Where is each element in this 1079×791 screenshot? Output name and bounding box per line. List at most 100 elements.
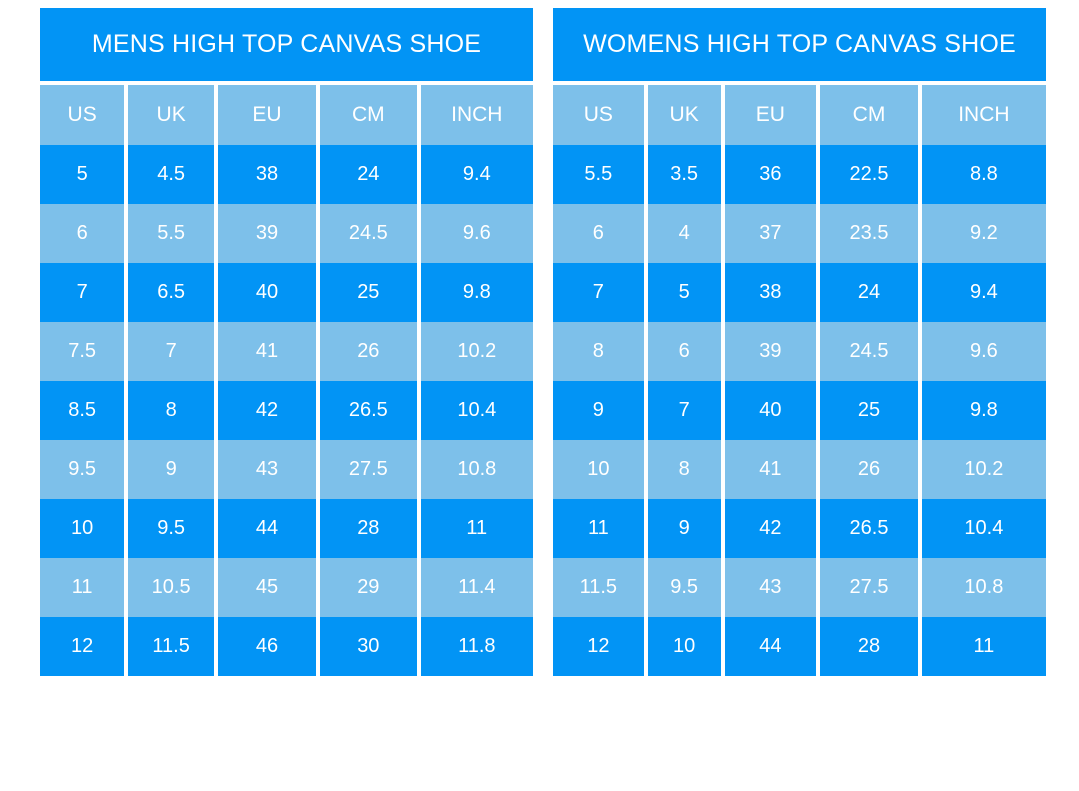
table-row: 6 4 37 23.5 9.2 [553, 204, 1046, 263]
size-cell: 5 [645, 263, 725, 322]
size-cell: 4 [645, 204, 725, 263]
size-cell: 8 [553, 322, 648, 381]
size-cell: 43 [722, 558, 821, 617]
size-cell: 5 [40, 145, 129, 204]
size-cell: 5.5 [126, 204, 218, 263]
header-row: US UK EU CM INCH [40, 85, 533, 145]
size-cell: 10.2 [418, 322, 533, 381]
size-cell: 42 [722, 499, 821, 558]
size-cell: 6 [40, 204, 129, 263]
column-header-us: US [40, 85, 129, 145]
column-header-inch: INCH [919, 85, 1046, 145]
size-cell: 7.5 [40, 322, 129, 381]
size-cell: 41 [215, 322, 321, 381]
size-cell: 10.8 [418, 440, 533, 499]
table-row: 10 8 41 26 10.2 [553, 440, 1046, 499]
size-cell: 22.5 [818, 145, 922, 204]
size-cell: 9.8 [418, 263, 533, 322]
size-cell: 9.5 [40, 440, 129, 499]
size-cell: 9.5 [645, 558, 725, 617]
size-cell: 26.5 [818, 499, 922, 558]
size-cell: 24.5 [818, 322, 922, 381]
size-cell: 27.5 [818, 558, 922, 617]
table-row: 8.5 8 42 26.5 10.4 [40, 381, 533, 440]
size-cell: 28 [318, 499, 421, 558]
column-header-eu: EU [215, 85, 321, 145]
size-cell: 7 [553, 263, 648, 322]
header-row: US UK EU CM INCH [553, 85, 1046, 145]
size-cell: 40 [215, 263, 321, 322]
table-row: 6 5.5 39 24.5 9.6 [40, 204, 533, 263]
table-row: 11.5 9.5 43 27.5 10.8 [553, 558, 1046, 617]
size-cell: 4.5 [126, 145, 218, 204]
column-header-cm: CM [318, 85, 421, 145]
size-cell: 11 [553, 499, 648, 558]
table-row: 7.5 7 41 26 10.2 [40, 322, 533, 381]
size-cell: 11.5 [126, 617, 218, 676]
size-cell: 6 [553, 204, 648, 263]
size-cell: 9.4 [418, 145, 533, 204]
size-cell: 11 [40, 558, 129, 617]
size-cell: 24 [318, 145, 421, 204]
size-cell: 8 [645, 440, 725, 499]
size-cell: 10.2 [919, 440, 1046, 499]
size-cell: 3.5 [645, 145, 725, 204]
mens-size-chart: MENS HIGH TOP CANVAS SHOE US UK EU CM IN… [40, 8, 533, 676]
size-cell: 9 [126, 440, 218, 499]
size-cell: 7 [645, 381, 725, 440]
size-cell: 9.6 [919, 322, 1046, 381]
size-cell: 8.5 [40, 381, 129, 440]
table-row: 12 10 44 28 11 [553, 617, 1046, 676]
size-cell: 36 [722, 145, 821, 204]
size-cell: 46 [215, 617, 321, 676]
size-cell: 30 [318, 617, 421, 676]
size-cell: 7 [40, 263, 129, 322]
table-row: 8 6 39 24.5 9.6 [553, 322, 1046, 381]
size-cell: 39 [215, 204, 321, 263]
size-cell: 6.5 [126, 263, 218, 322]
size-cell: 9 [645, 499, 725, 558]
mens-chart-title: MENS HIGH TOP CANVAS SHOE [40, 8, 533, 81]
size-cell: 37 [722, 204, 821, 263]
column-header-uk: UK [645, 85, 725, 145]
column-header-us: US [553, 85, 648, 145]
table-row: 9 7 40 25 9.8 [553, 381, 1046, 440]
size-cell: 45 [215, 558, 321, 617]
size-cell: 25 [818, 381, 922, 440]
size-cell: 27.5 [318, 440, 421, 499]
size-cell: 9.2 [919, 204, 1046, 263]
size-cell: 8 [126, 381, 218, 440]
size-cell: 38 [215, 145, 321, 204]
size-cell: 42 [215, 381, 321, 440]
size-cell: 44 [722, 617, 821, 676]
size-cell: 5.5 [553, 145, 648, 204]
size-cell: 29 [318, 558, 421, 617]
mens-size-grid: US UK EU CM INCH 5 4.5 38 24 9.4 [40, 85, 533, 676]
size-cell: 12 [553, 617, 648, 676]
womens-chart-title: WOMENS HIGH TOP CANVAS SHOE [553, 8, 1046, 81]
size-cell: 10 [553, 440, 648, 499]
column-header-cm: CM [818, 85, 922, 145]
size-cell: 11 [418, 499, 533, 558]
size-cell: 10 [40, 499, 129, 558]
size-cell: 10.4 [919, 499, 1046, 558]
size-cell: 28 [818, 617, 922, 676]
size-cell: 10.8 [919, 558, 1046, 617]
size-cell: 9 [553, 381, 648, 440]
size-charts: MENS HIGH TOP CANVAS SHOE US UK EU CM IN… [40, 8, 1046, 676]
size-cell: 24.5 [318, 204, 421, 263]
table-row: 7 6.5 40 25 9.8 [40, 263, 533, 322]
womens-size-grid: US UK EU CM INCH 5.5 3.5 36 22.5 8.8 [553, 85, 1046, 676]
size-cell: 7 [126, 322, 218, 381]
size-cell: 9.4 [919, 263, 1046, 322]
size-cell: 11.5 [553, 558, 648, 617]
table-row: 5.5 3.5 36 22.5 8.8 [553, 145, 1046, 204]
table-row: 11 10.5 45 29 11.4 [40, 558, 533, 617]
size-cell: 23.5 [818, 204, 922, 263]
size-cell: 10.4 [418, 381, 533, 440]
size-cell: 10.5 [126, 558, 218, 617]
size-cell: 12 [40, 617, 129, 676]
size-cell: 43 [215, 440, 321, 499]
table-row: 11 9 42 26.5 10.4 [553, 499, 1046, 558]
